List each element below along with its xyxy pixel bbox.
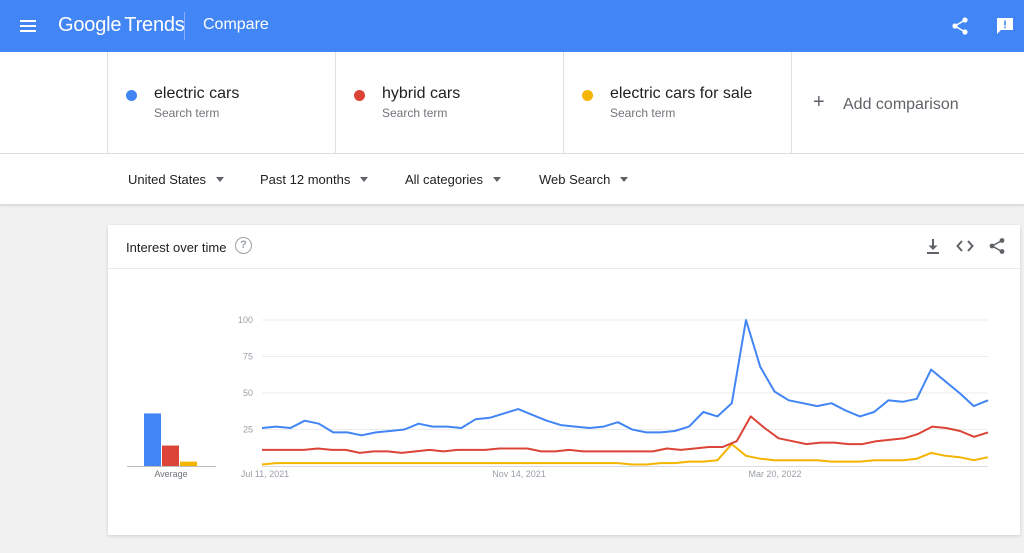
- series-line-electric-cars-for-sale: [261, 443, 989, 466]
- x-tick-label: Jul 11, 2021: [241, 469, 289, 479]
- term-name: hybrid cars: [382, 85, 461, 102]
- filter-search-type[interactable]: Web Search: [539, 172, 629, 187]
- help-icon[interactable]: ?: [235, 237, 252, 254]
- term-color-dot: [582, 90, 593, 101]
- feedback-icon[interactable]: [993, 14, 1017, 38]
- add-comparison-label: Add comparison: [843, 96, 959, 113]
- download-icon[interactable]: [923, 236, 943, 256]
- top-app-bar: [0, 0, 1024, 52]
- chevron-down-icon: [493, 177, 502, 183]
- logo-google-text: Google: [58, 14, 122, 36]
- term-type: Search term: [610, 106, 676, 120]
- share-icon[interactable]: [948, 14, 972, 38]
- filter-region-label: United States: [128, 172, 207, 187]
- chevron-down-icon: [216, 177, 225, 183]
- y-tick-label: 25: [243, 425, 253, 435]
- term-card-electric-cars-for-sale[interactable]: electric cars for sale Search term: [563, 52, 792, 154]
- terms-divider: [0, 153, 1024, 154]
- x-tick-label: Nov 14, 2021: [492, 469, 546, 479]
- term-type: Search term: [382, 106, 448, 120]
- hamburger-menu-icon[interactable]: [16, 14, 40, 38]
- chevron-down-icon: [360, 177, 369, 183]
- term-color-dot: [126, 90, 137, 101]
- filter-time-label: Past 12 months: [260, 172, 351, 187]
- card-divider: [108, 268, 1020, 269]
- interest-over-time-card: [108, 225, 1020, 535]
- average-label: Average: [154, 469, 187, 479]
- google-trends-logo[interactable]: Google Trends: [58, 14, 185, 37]
- page-title: Compare: [203, 16, 269, 33]
- filter-category[interactable]: All categories: [405, 172, 502, 187]
- series-line-hybrid-cars: [262, 415, 989, 454]
- y-tick-label: 75: [243, 352, 253, 362]
- term-card-electric-cars[interactable]: electric cars Search term: [107, 52, 336, 154]
- filter-search-type-label: Web Search: [539, 172, 611, 187]
- share-icon[interactable]: [987, 236, 1007, 256]
- card-title: Interest over time: [126, 240, 227, 255]
- average-bar-electric-cars: [144, 413, 161, 466]
- appbar-divider: [184, 12, 185, 40]
- plus-icon: +: [813, 91, 825, 113]
- embed-code-icon[interactable]: [955, 236, 975, 256]
- average-bar-electric-cars-for-sale: [180, 461, 197, 466]
- filter-category-label: All categories: [405, 172, 484, 187]
- series-line-electric-cars: [261, 319, 989, 437]
- add-comparison-button[interactable]: + Add comparison: [791, 52, 1024, 154]
- y-tick-label: 50: [243, 388, 253, 398]
- filter-time-range[interactable]: Past 12 months: [260, 172, 369, 187]
- term-card-hybrid-cars[interactable]: hybrid cars Search term: [335, 52, 564, 154]
- x-tick-label: Mar 20, 2022: [748, 469, 801, 479]
- term-name: electric cars: [154, 85, 240, 102]
- chevron-down-icon: [620, 177, 629, 183]
- filters-bar: [0, 154, 1024, 205]
- y-tick-label: 100: [238, 315, 253, 325]
- logo-trends-text: Trends: [124, 14, 185, 36]
- term-color-dot: [354, 90, 365, 101]
- average-bar-hybrid-cars: [162, 445, 179, 466]
- filter-region[interactable]: United States: [128, 172, 225, 187]
- term-name: electric cars for sale: [610, 85, 753, 102]
- term-type: Search term: [154, 106, 220, 120]
